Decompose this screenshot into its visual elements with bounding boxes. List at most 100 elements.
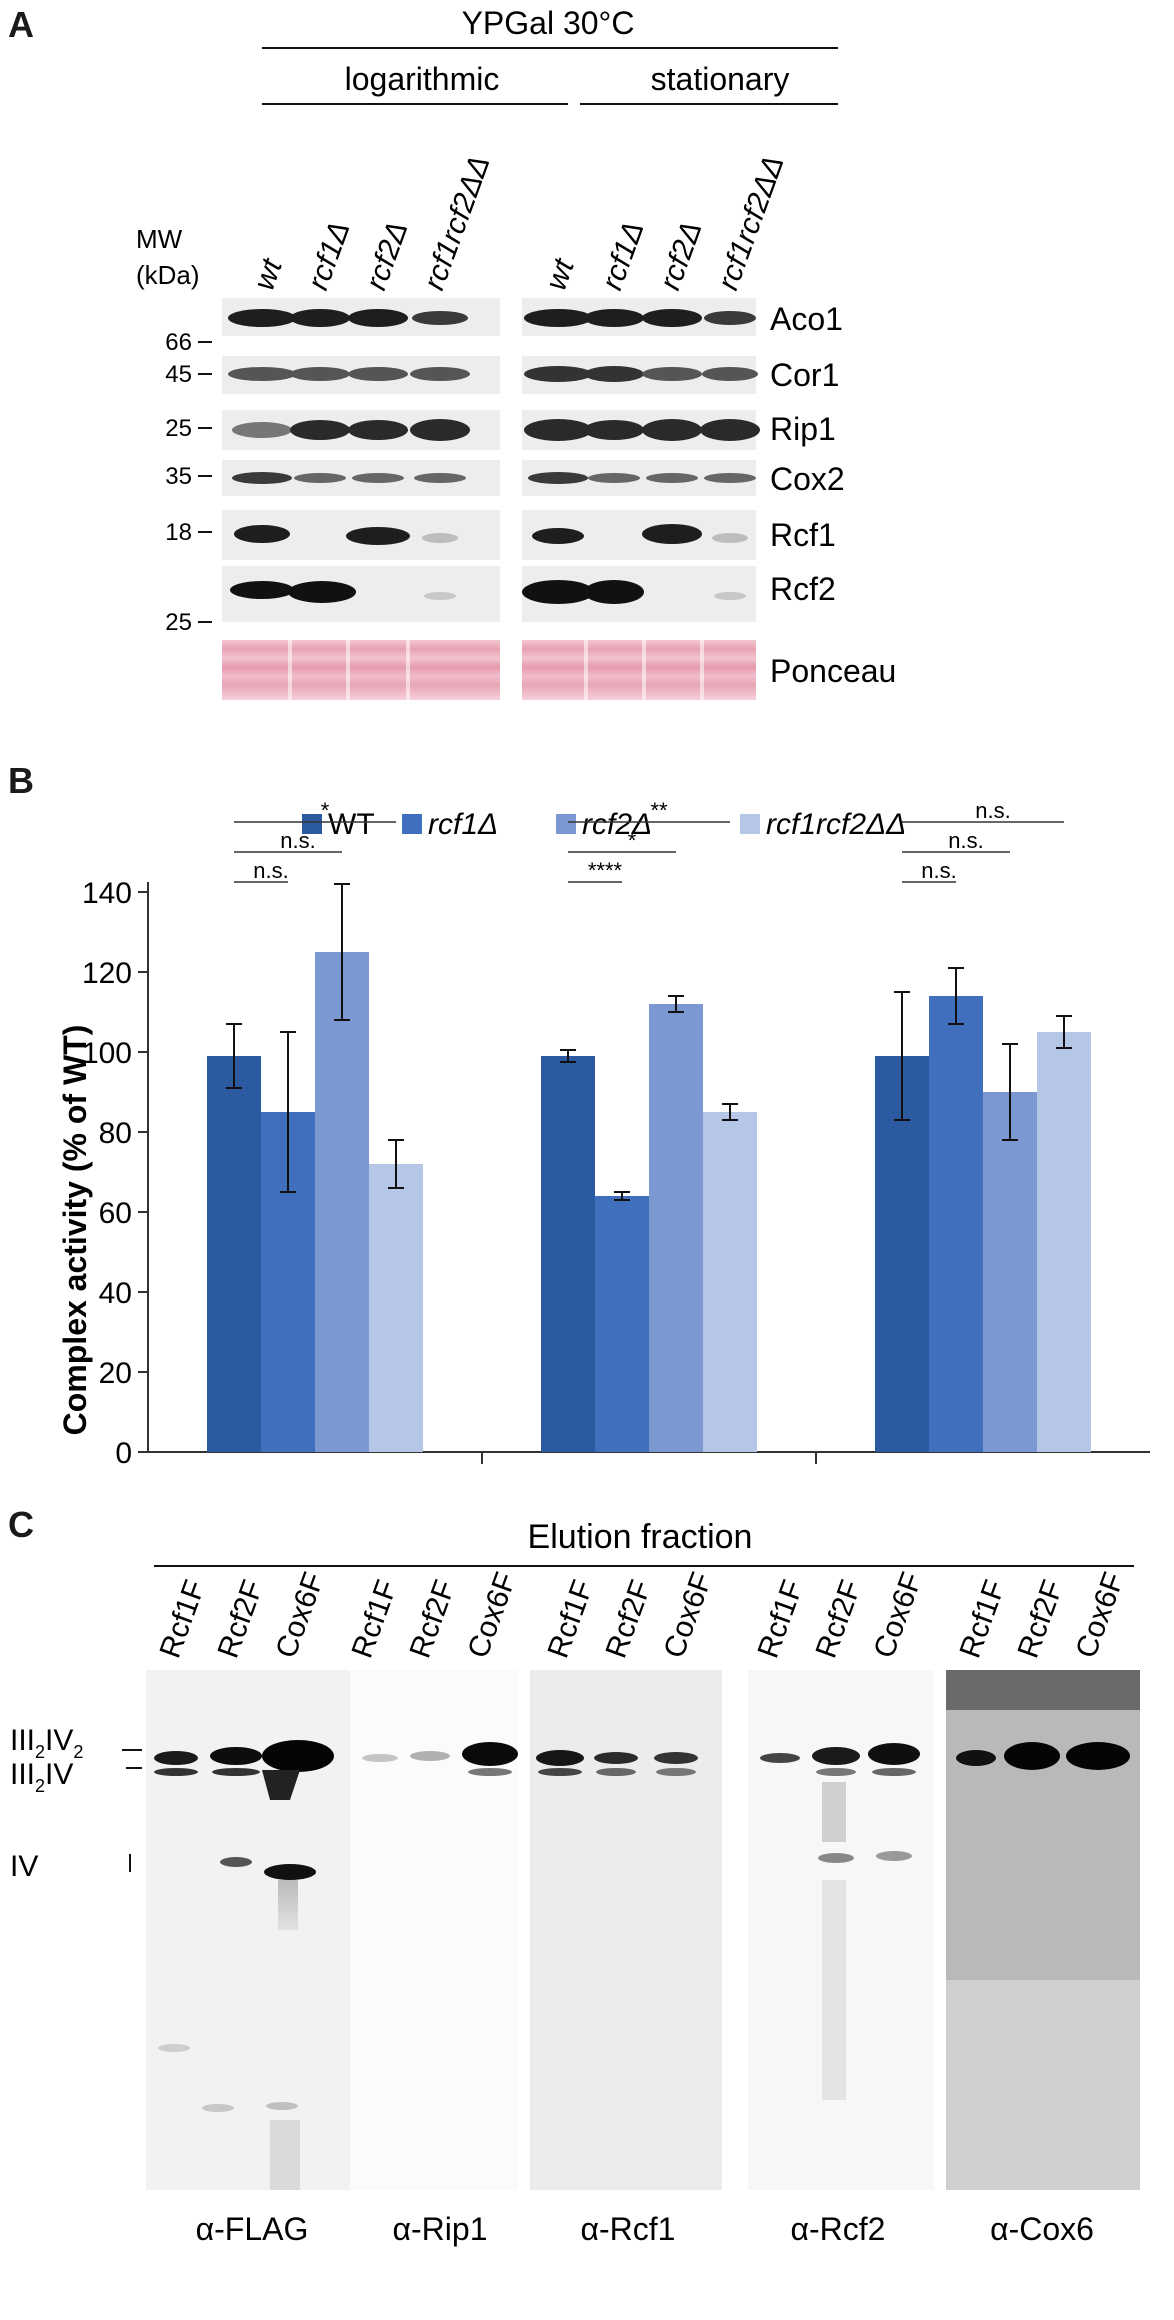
elution-lane-label: Rcf1F	[346, 1576, 404, 1662]
y-tick-label: 80	[99, 1117, 132, 1150]
elution-lane-label: Cox6F	[1070, 1568, 1131, 1662]
blot-label-rcf2: α-Rcf2	[791, 2211, 886, 2247]
legend-swatch-rcf1rcf2	[740, 814, 760, 834]
significance-label: n.s.	[253, 858, 288, 883]
ponceau-stain-log	[222, 640, 520, 700]
bar	[595, 1196, 649, 1452]
mw-marker: 25	[165, 609, 192, 636]
elution-lane-label: Rcf1F	[954, 1576, 1012, 1662]
mw-unit-label: (kDa)	[136, 260, 200, 290]
elution-lane-label: Cox6F	[270, 1568, 331, 1662]
legend-label-rcf1rcf2: rcf1rcf2ΔΔ	[766, 808, 906, 841]
lane-label: rcf1rcf2ΔΔ	[712, 151, 791, 294]
lane-label: wt	[540, 253, 582, 294]
panel-a-western-blot: YPGal 30°C logarithmic stationary wt rcf…	[136, 5, 896, 700]
significance-label: n.s.	[280, 828, 315, 853]
bar	[1037, 1032, 1091, 1452]
blot-rcf1	[530, 1670, 722, 2190]
elution-lane-label: Rcf2F	[1012, 1576, 1070, 1662]
legend-label-rcf1: rcf1Δ	[428, 808, 498, 841]
significance-label: ****	[588, 858, 623, 883]
panel-b-bar-chart: WT rcf1Δ rcf2Δ rcf1rcf2ΔΔ Complex activi…	[57, 798, 1150, 1480]
blot-label-cox6: α-Cox6	[990, 2211, 1094, 2247]
legend-label-wt: WT	[328, 808, 375, 841]
significance-label: **	[650, 798, 668, 823]
elution-lane-label: Rcf2F	[404, 1576, 462, 1662]
significance-label: n.s.	[975, 798, 1010, 823]
mw-marker: 25	[165, 415, 192, 442]
lane-label: rcf2Δ	[360, 217, 415, 294]
bar	[649, 1004, 703, 1452]
ponceau-stain-stat	[516, 640, 756, 700]
bar	[541, 1056, 595, 1452]
mw-marker: 18	[165, 519, 192, 546]
protein-label: Aco1	[770, 301, 843, 337]
y-tick-label: 120	[82, 957, 132, 990]
mw-label: MW	[136, 224, 183, 254]
complex-iv-label: IV	[10, 1850, 38, 1883]
group-stationary: stationary	[651, 61, 790, 97]
y-axis-label: Complex activity (% of WT)	[57, 1025, 93, 1436]
legend-swatch-wt	[302, 814, 322, 834]
lane-label: rcf1rcf2ΔΔ	[418, 151, 497, 294]
protein-label: Rcf2	[770, 571, 836, 607]
protein-label: Ponceau	[770, 653, 896, 689]
mw-marker: 35	[165, 463, 192, 490]
significance-label: n.s.	[948, 828, 983, 853]
panel-a-letter: A	[8, 4, 34, 45]
elution-lane-label: Rcf1F	[542, 1576, 600, 1662]
blot-label-flag: α-FLAG	[196, 2211, 309, 2247]
elution-lane-label: Cox6F	[462, 1568, 523, 1662]
significance-label: *	[321, 798, 330, 823]
significance-label: *	[628, 828, 637, 853]
protein-label: Rcf1	[770, 517, 836, 553]
elution-lane-label: Cox6F	[658, 1568, 719, 1662]
panel-b-letter: B	[8, 760, 34, 801]
elution-lane-label: Cox6F	[868, 1568, 929, 1662]
mw-marker: 66	[165, 329, 192, 356]
blot-label-rcf1: α-Rcf1	[581, 2211, 676, 2247]
bar	[983, 1092, 1037, 1452]
group-logarithmic: logarithmic	[345, 61, 500, 97]
y-tick-label: 100	[82, 1037, 132, 1070]
y-tick-label: 140	[82, 877, 132, 910]
chart-legend: WT rcf1Δ rcf2Δ rcf1rcf2ΔΔ	[302, 808, 906, 841]
lane-label: wt	[248, 253, 290, 294]
protein-label: Cox2	[770, 461, 845, 497]
lane-label: rcf1Δ	[302, 217, 357, 294]
protein-label: Cor1	[770, 357, 839, 393]
complex-iii2iv-label: III2IV	[10, 1758, 73, 1796]
elution-lane-label: Rcf2F	[810, 1576, 868, 1662]
y-tick-label: 60	[99, 1197, 132, 1230]
legend-swatch-rcf1	[402, 814, 422, 834]
mw-marker: 45	[165, 361, 192, 388]
bar	[207, 1056, 261, 1452]
y-tick-label: 40	[99, 1277, 132, 1310]
complex-iii2iv2-label: III2IV2	[10, 1724, 83, 1762]
protein-label: Rip1	[770, 411, 836, 447]
elution-lane-label: Rcf2F	[212, 1576, 270, 1662]
bar	[369, 1164, 423, 1452]
elution-lane-label: Rcf1F	[154, 1576, 212, 1662]
bar	[315, 952, 369, 1452]
legend-swatch-rcf2	[556, 814, 576, 834]
bar	[929, 996, 983, 1452]
x-category-label: Coupled	[923, 1475, 1042, 1480]
bar	[875, 1056, 929, 1452]
elution-lane-label: Rcf1F	[752, 1576, 810, 1662]
significance-label: n.s.	[921, 858, 956, 883]
lane-label: rcf1Δ	[596, 217, 651, 294]
lane-label: rcf2Δ	[654, 217, 709, 294]
condition-label: YPGal 30°C	[462, 5, 635, 41]
x-category-label: Complex III	[234, 1475, 396, 1480]
bar	[703, 1112, 757, 1452]
panel-c-letter: C	[8, 1504, 34, 1545]
elution-fraction-title: Elution fraction	[528, 1518, 753, 1556]
blot-label-rip1: α-Rip1	[393, 2211, 488, 2247]
y-tick-label: 0	[115, 1437, 132, 1470]
y-tick-label: 20	[99, 1357, 132, 1390]
legend-label-rcf2: rcf2Δ	[582, 808, 652, 841]
elution-lane-label: Rcf2F	[600, 1576, 658, 1662]
x-category-label: Complex IV	[566, 1475, 732, 1480]
panel-c-blue-native-blots: Elution fraction Rcf1F Rcf2F Cox6F Rcf1F Rcf…	[10, 1518, 1140, 2247]
